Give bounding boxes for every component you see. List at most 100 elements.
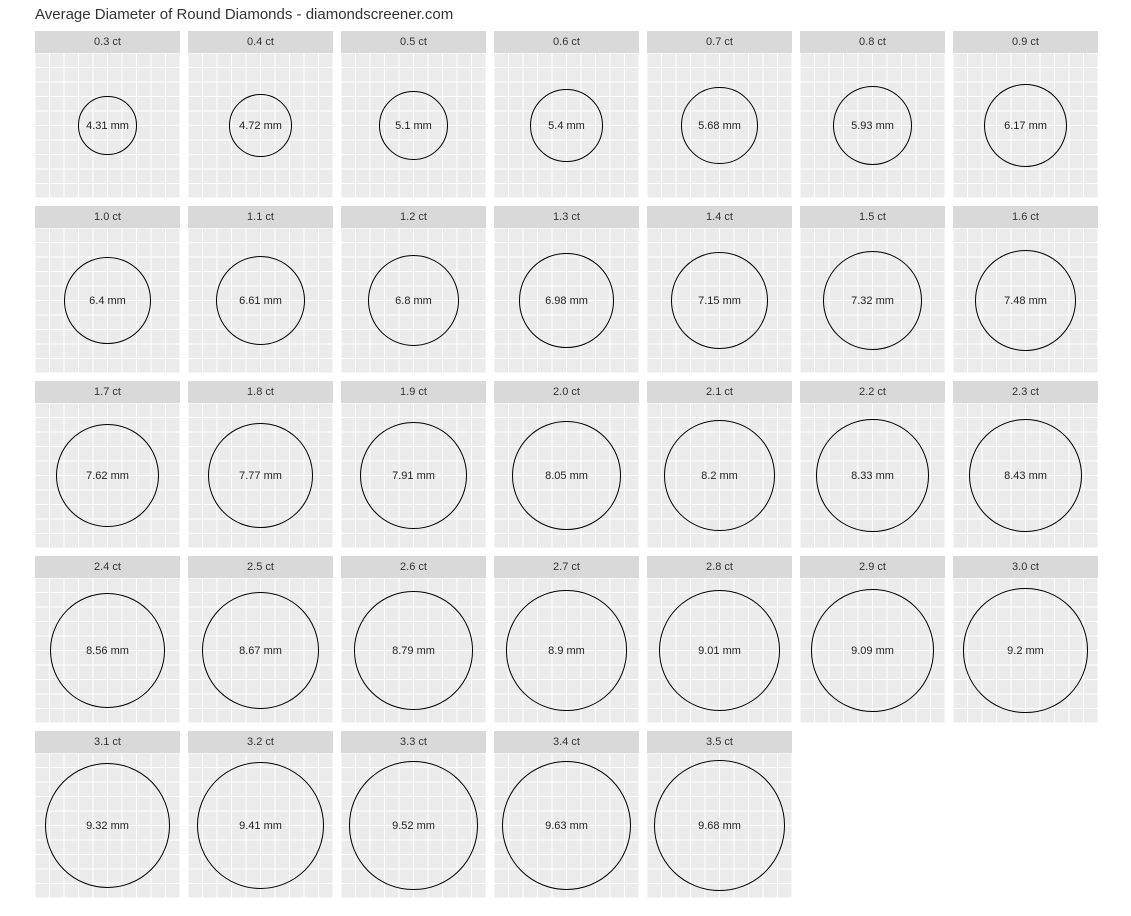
facet-panel: 0.6 ct5.4 mm	[494, 31, 639, 198]
diamond-circle-wrap: 6.4 mm	[35, 228, 180, 373]
diameter-label: 6.4 mm	[89, 295, 126, 307]
panel-header: 2.2 ct	[800, 381, 945, 403]
diameter-label: 8.56 mm	[86, 645, 129, 657]
facet-panel: 1.8 ct7.77 mm	[188, 381, 333, 548]
diamond-circle-wrap: 9.01 mm	[647, 578, 792, 723]
diameter-label: 6.8 mm	[395, 295, 432, 307]
panel-header: 3.2 ct	[188, 731, 333, 753]
diameter-label: 7.77 mm	[239, 470, 282, 482]
diameter-label: 7.91 mm	[392, 470, 435, 482]
panel-body: 9.52 mm	[341, 753, 486, 898]
diameter-label: 8.79 mm	[392, 645, 435, 657]
panel-body: 7.32 mm	[800, 228, 945, 373]
diameter-label: 6.17 mm	[1004, 120, 1047, 132]
panel-grid: 0.3 ct4.31 mm0.4 ct4.72 mm0.5 ct5.1 mm0.…	[0, 31, 1131, 898]
facet-panel: 0.3 ct4.31 mm	[35, 31, 180, 198]
panel-body: 9.68 mm	[647, 753, 792, 898]
diamond-circle-wrap: 9.2 mm	[953, 578, 1098, 723]
panel-body: 7.48 mm	[953, 228, 1098, 373]
panel-body: 6.8 mm	[341, 228, 486, 373]
facet-panel: 1.7 ct7.62 mm	[35, 381, 180, 548]
diameter-label: 4.31 mm	[86, 120, 129, 132]
facet-panel: 1.5 ct7.32 mm	[800, 206, 945, 373]
diamond-circle-wrap: 7.62 mm	[35, 403, 180, 548]
panel-body: 7.91 mm	[341, 403, 486, 548]
facet-panel: 2.1 ct8.2 mm	[647, 381, 792, 548]
panel-body: 7.62 mm	[35, 403, 180, 548]
diamond-circle-wrap: 7.48 mm	[953, 228, 1098, 373]
panel-body: 5.1 mm	[341, 53, 486, 198]
panel-body: 8.9 mm	[494, 578, 639, 723]
panel-body: 6.61 mm	[188, 228, 333, 373]
panel-header: 0.7 ct	[647, 31, 792, 53]
panel-body: 8.33 mm	[800, 403, 945, 548]
facet-panel: 2.2 ct 8.33 mm	[800, 381, 945, 548]
panel-header: 3.0 ct	[953, 556, 1098, 578]
diameter-label: 5.4 mm	[548, 120, 585, 132]
panel-header: 3.4 ct	[494, 731, 639, 753]
facet-panel: 1.1 ct6.61 mm	[188, 206, 333, 373]
panel-header: 1.7 ct	[35, 381, 180, 403]
panel-header: 2.7 ct	[494, 556, 639, 578]
diameter-label: 9.52 mm	[392, 820, 435, 832]
panel-body: 4.31 mm	[35, 53, 180, 198]
facet-panel: 3.1 ct9.32 mm	[35, 731, 180, 898]
panel-header: 2.6 ct	[341, 556, 486, 578]
diameter-label: 9.63 mm	[545, 820, 588, 832]
diameter-label: 5.93 mm	[851, 120, 894, 132]
facet-panel: 1.6 ct7.48 mm	[953, 206, 1098, 373]
panel-header: 1.6 ct	[953, 206, 1098, 228]
diamond-circle-wrap: 4.72 mm	[188, 53, 333, 198]
diamond-circle-wrap: 8.9 mm	[494, 578, 639, 723]
panel-header: 0.4 ct	[188, 31, 333, 53]
diameter-label: 5.68 mm	[698, 120, 741, 132]
diamond-circle-wrap: 9.63 mm	[494, 753, 639, 898]
diameter-label: 8.33 mm	[851, 470, 894, 482]
diamond-circle-wrap: 9.68 mm	[647, 753, 792, 898]
diamond-circle-wrap: 5.93 mm	[800, 53, 945, 198]
panel-body: 8.05 mm	[494, 403, 639, 548]
panel-body: 7.15 mm	[647, 228, 792, 373]
facet-panel: 1.3 ct6.98 mm	[494, 206, 639, 373]
panel-body: 8.67 mm	[188, 578, 333, 723]
diamond-circle-wrap: 5.68 mm	[647, 53, 792, 198]
facet-panel: 2.0 ct8.05 mm	[494, 381, 639, 548]
panel-header: 0.9 ct	[953, 31, 1098, 53]
facet-panel: 3.4 ct 9.63 mm	[494, 731, 639, 898]
panel-header: 2.9 ct	[800, 556, 945, 578]
panel-body: 8.2 mm	[647, 403, 792, 548]
diamond-circle-wrap: 5.4 mm	[494, 53, 639, 198]
facet-panel: 3.3 ct9.52 mm	[341, 731, 486, 898]
diamond-circle-wrap: 9.09 mm	[800, 578, 945, 723]
facet-panel: 2.5 ct8.67 mm	[188, 556, 333, 723]
diamond-circle-wrap: 7.32 mm	[800, 228, 945, 373]
panel-body: 5.68 mm	[647, 53, 792, 198]
facet-panel: 0.8 ct5.93 mm	[800, 31, 945, 198]
diameter-label: 9.41 mm	[239, 820, 282, 832]
diameter-label: 4.72 mm	[239, 120, 282, 132]
diamond-circle-wrap: 9.32 mm	[35, 753, 180, 898]
panel-header: 1.9 ct	[341, 381, 486, 403]
diameter-label: 8.67 mm	[239, 645, 282, 657]
facet-panel: 1.4 ct7.15 mm	[647, 206, 792, 373]
panel-body: 8.56 mm	[35, 578, 180, 723]
diameter-label: 9.09 mm	[851, 645, 894, 657]
panel-header: 1.2 ct	[341, 206, 486, 228]
panel-body: 9.41 mm	[188, 753, 333, 898]
diameter-label: 9.32 mm	[86, 820, 129, 832]
panel-body: 6.4 mm	[35, 228, 180, 373]
facet-panel: 3.5 ct9.68 mm	[647, 731, 792, 898]
diamond-circle-wrap: 9.41 mm	[188, 753, 333, 898]
panel-body: 9.01 mm	[647, 578, 792, 723]
diameter-label: 7.15 mm	[698, 295, 741, 307]
panel-body: 6.17 mm	[953, 53, 1098, 198]
panel-body: 4.72 mm	[188, 53, 333, 198]
panel-header: 1.5 ct	[800, 206, 945, 228]
diameter-label: 8.43 mm	[1004, 470, 1047, 482]
facet-panel: 2.8 ct9.01 mm	[647, 556, 792, 723]
panel-header: 2.8 ct	[647, 556, 792, 578]
diameter-label: 9.2 mm	[1007, 645, 1044, 657]
diamond-circle-wrap: 7.15 mm	[647, 228, 792, 373]
facet-panel: 0.7 ct 5.68 mm	[647, 31, 792, 198]
facet-panel: 3.0 ct 9.2 mm	[953, 556, 1098, 723]
